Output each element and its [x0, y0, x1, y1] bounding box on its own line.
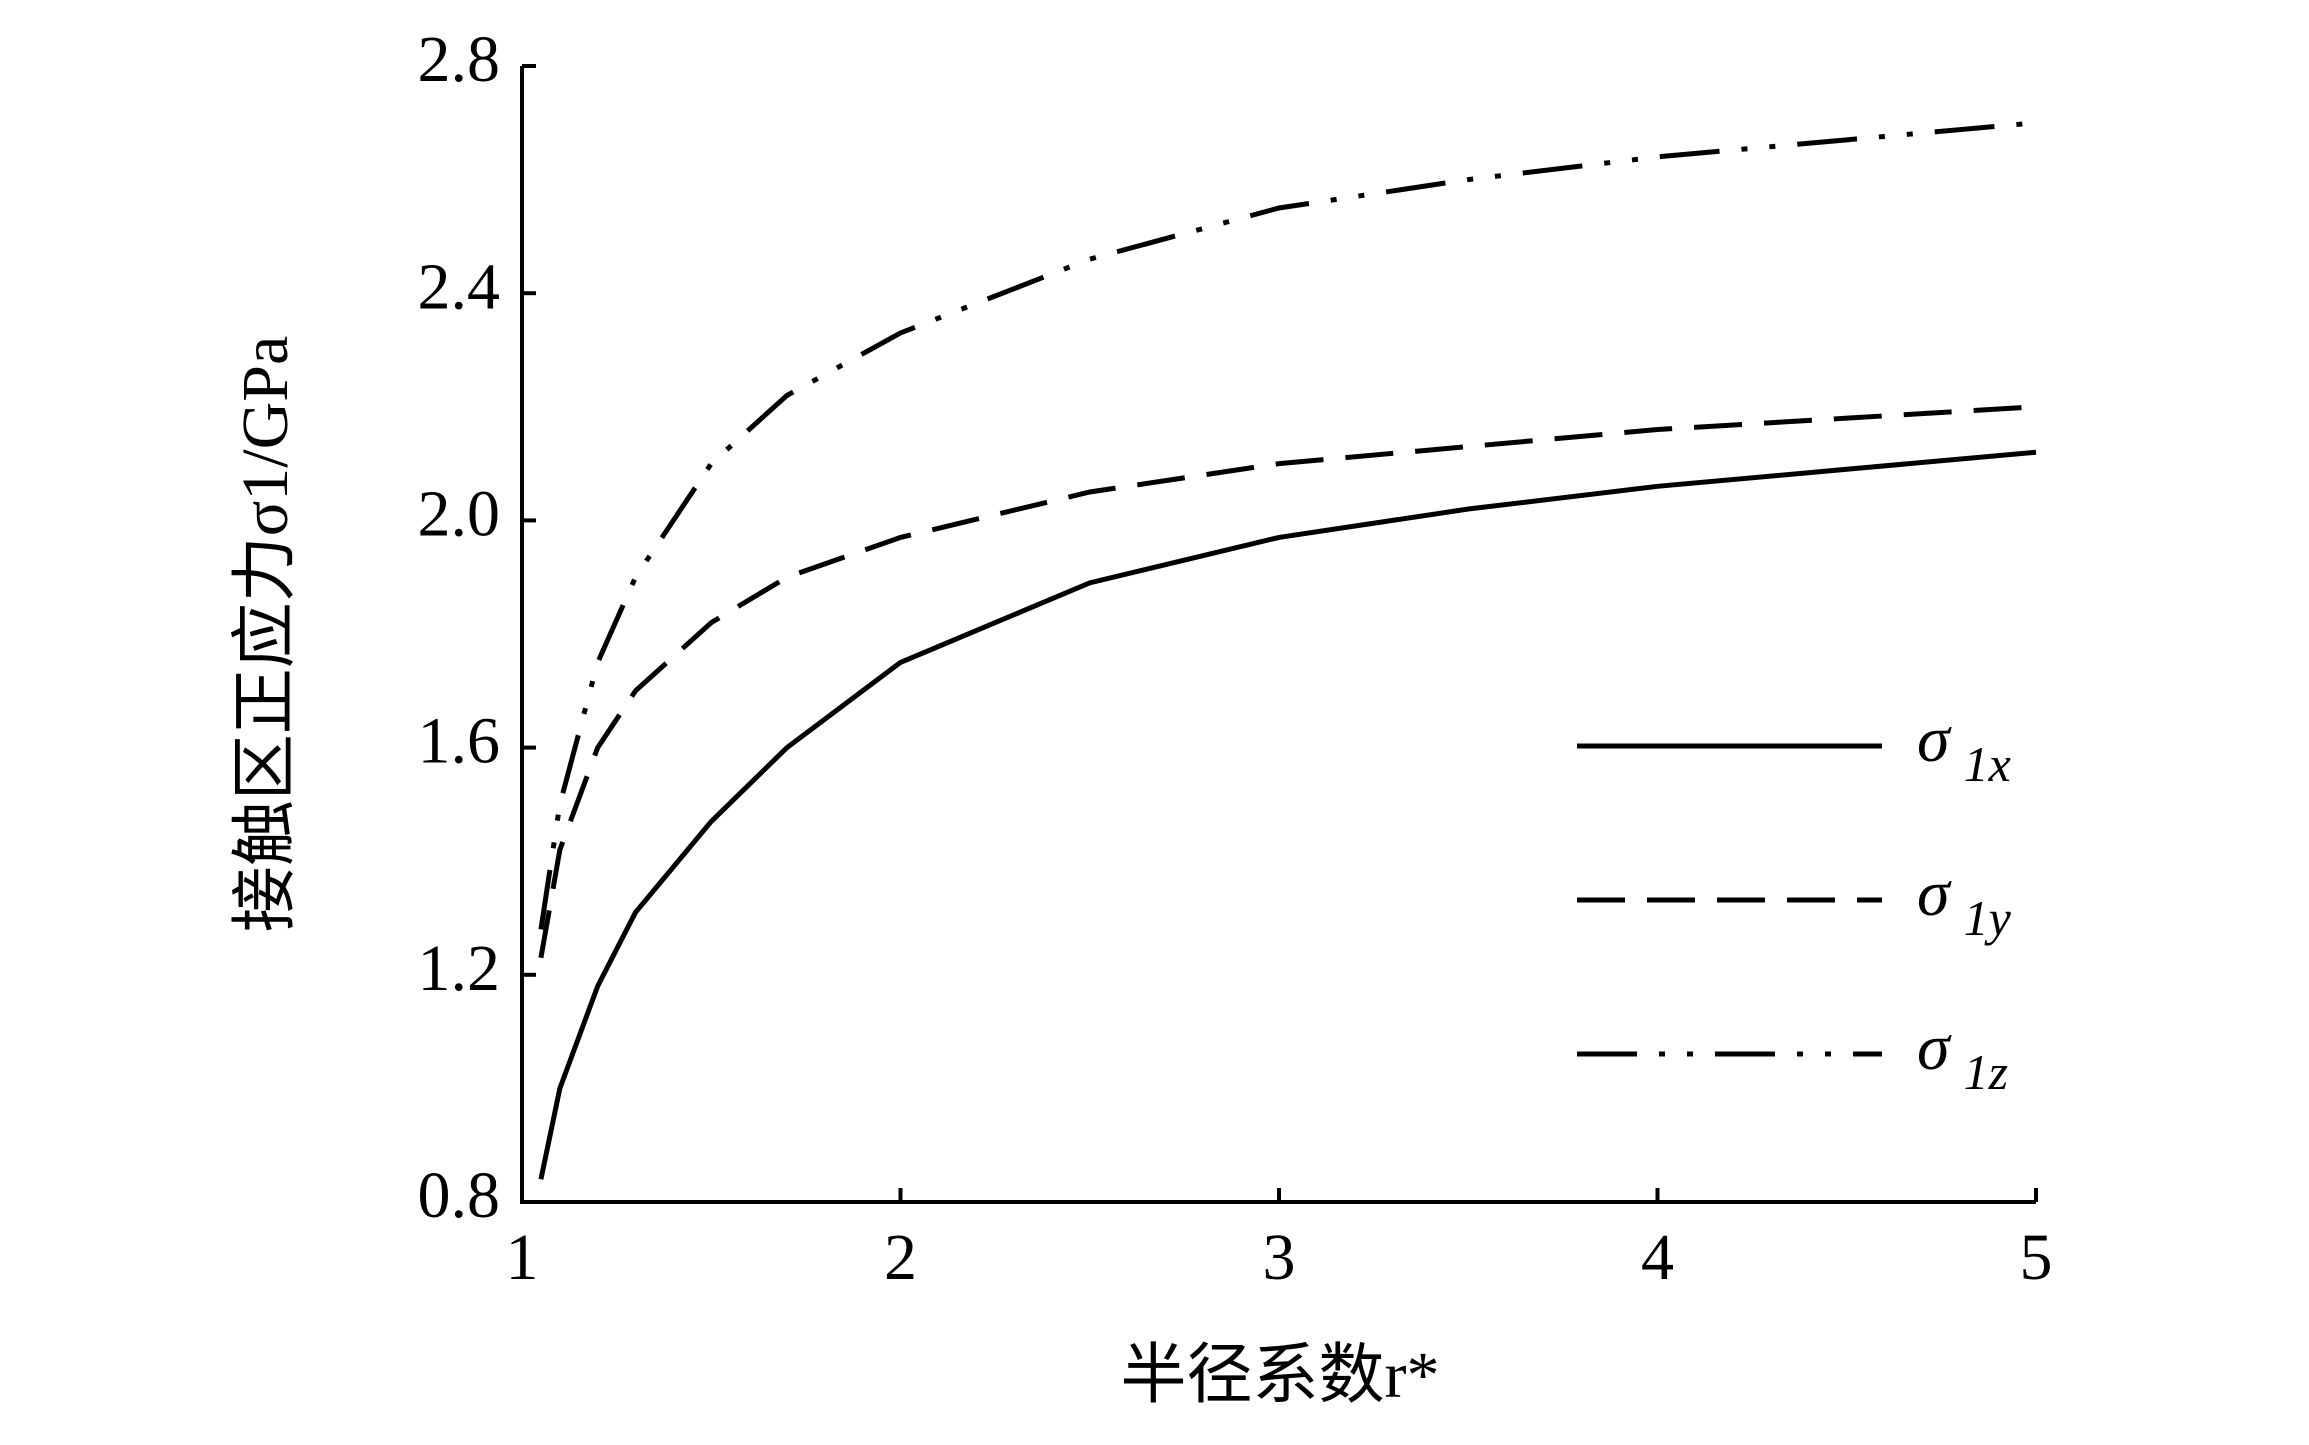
x-tick-label: 1	[506, 1221, 539, 1294]
y-tick-label: 2.8	[418, 23, 501, 96]
y-tick-label: 2.4	[418, 250, 501, 323]
series-line	[538, 404, 2037, 959]
y-tick-label: 1.6	[418, 705, 501, 778]
x-tick-label: 3	[1263, 1221, 1296, 1294]
x-tick-label: 2	[884, 1221, 917, 1294]
legend-label: σ 1z	[1917, 1011, 2008, 1100]
x-tick-label: 5	[2020, 1221, 2053, 1294]
legend-label: σ 1x	[1917, 703, 2011, 792]
x-tick-label: 4	[1641, 1221, 1674, 1294]
series-line	[538, 120, 2037, 930]
y-axis-title: 接触区正应力σ1/GPa	[229, 336, 302, 933]
legend-label: σ 1y	[1917, 857, 2012, 946]
y-tick-label: 0.8	[418, 1159, 501, 1232]
x-axis-title: 半径系数r*	[1121, 1339, 1440, 1412]
series-line	[538, 449, 2037, 1180]
y-tick-label: 2.0	[418, 478, 501, 551]
y-tick-label: 1.2	[418, 932, 501, 1005]
